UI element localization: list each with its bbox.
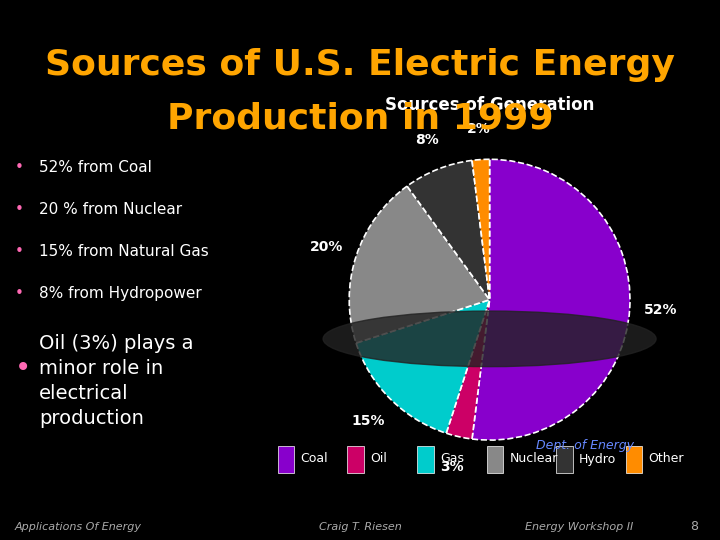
FancyBboxPatch shape bbox=[626, 446, 642, 472]
FancyBboxPatch shape bbox=[278, 446, 294, 472]
Text: Applications Of Energy: Applications Of Energy bbox=[14, 522, 141, 531]
Ellipse shape bbox=[323, 311, 656, 367]
Text: Gas: Gas bbox=[440, 453, 464, 465]
Text: 15% from Natural Gas: 15% from Natural Gas bbox=[40, 244, 209, 259]
Text: 8%: 8% bbox=[415, 133, 438, 147]
FancyBboxPatch shape bbox=[347, 446, 364, 472]
Text: Dept. of Energy: Dept. of Energy bbox=[536, 439, 634, 452]
Text: 52% from Coal: 52% from Coal bbox=[40, 160, 152, 175]
Wedge shape bbox=[407, 160, 490, 300]
Text: 2%: 2% bbox=[467, 122, 491, 136]
Wedge shape bbox=[472, 159, 490, 300]
Text: Production in 1999: Production in 1999 bbox=[167, 102, 553, 136]
Text: 52%: 52% bbox=[644, 303, 678, 318]
Text: •: • bbox=[15, 244, 24, 259]
Text: •: • bbox=[15, 354, 32, 382]
Text: 8: 8 bbox=[690, 520, 698, 533]
Text: •: • bbox=[15, 202, 24, 217]
FancyBboxPatch shape bbox=[487, 446, 503, 472]
Text: 20%: 20% bbox=[310, 240, 343, 254]
Text: Hydro: Hydro bbox=[579, 453, 616, 465]
FancyBboxPatch shape bbox=[417, 446, 433, 472]
Text: 20 % from Nuclear: 20 % from Nuclear bbox=[40, 202, 182, 217]
Wedge shape bbox=[356, 300, 490, 433]
Text: Nuclear: Nuclear bbox=[510, 453, 558, 465]
FancyBboxPatch shape bbox=[556, 446, 573, 472]
Text: Energy Workshop II: Energy Workshop II bbox=[526, 522, 634, 531]
Text: Oil (3%) plays a
minor role in
electrical
production: Oil (3%) plays a minor role in electrica… bbox=[40, 334, 194, 428]
Text: Sources of U.S. Electric Energy: Sources of U.S. Electric Energy bbox=[45, 48, 675, 82]
Wedge shape bbox=[446, 300, 490, 439]
Text: •: • bbox=[15, 160, 24, 175]
Text: 15%: 15% bbox=[352, 414, 385, 428]
Text: 8% from Hydropower: 8% from Hydropower bbox=[40, 286, 202, 301]
Text: Other: Other bbox=[649, 453, 684, 465]
Title: Sources of Generation: Sources of Generation bbox=[385, 96, 594, 114]
Text: 3%: 3% bbox=[441, 460, 464, 474]
Wedge shape bbox=[349, 186, 490, 343]
Text: Oil: Oil bbox=[370, 453, 387, 465]
Wedge shape bbox=[472, 159, 630, 440]
Text: •: • bbox=[15, 286, 24, 301]
Text: Craig T. Riesen: Craig T. Riesen bbox=[319, 522, 401, 531]
Text: Coal: Coal bbox=[301, 453, 328, 465]
